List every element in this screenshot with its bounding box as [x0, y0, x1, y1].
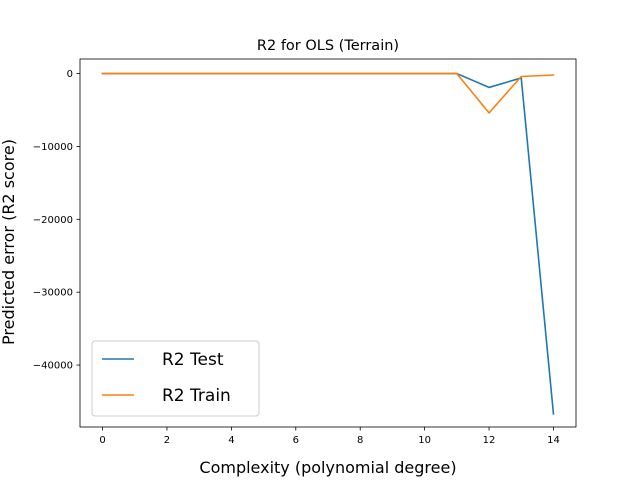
legend: R2 Test R2 Train [91, 340, 260, 417]
y-tick-label: 0 [67, 69, 73, 80]
series-line-r2-train [101, 72, 555, 114]
axes-frame [79, 58, 577, 428]
x-tick-label: 2 [164, 435, 170, 446]
legend-label: R2 Test [162, 350, 224, 370]
y-tick-label: −40000 [33, 361, 73, 372]
y-tick-label: −30000 [33, 288, 73, 299]
chart-title: R2 for OLS (Terrain) [257, 38, 399, 54]
x-tick-label: 14 [547, 435, 560, 446]
x-axis-label: Complexity (polynomial degree) [199, 458, 456, 477]
legend-label: R2 Train [162, 386, 231, 406]
x-tick-label: 10 [418, 435, 431, 446]
y-tick-label: −20000 [33, 215, 73, 226]
y-axis-label: Predicted error (R2 score) [0, 139, 18, 345]
x-axis-ticks: 0 2 4 6 8 10 12 14 [99, 427, 560, 446]
x-tick-label: 0 [99, 435, 105, 446]
x-tick-label: 6 [293, 435, 299, 446]
y-tick-label: −10000 [33, 142, 73, 153]
x-tick-label: 12 [483, 435, 496, 446]
plot-lines [101, 72, 555, 415]
x-tick-label: 4 [228, 435, 234, 446]
y-axis-ticks: 0 −10000 −20000 −30000 −40000 [33, 69, 80, 372]
x-tick-label: 8 [357, 435, 363, 446]
